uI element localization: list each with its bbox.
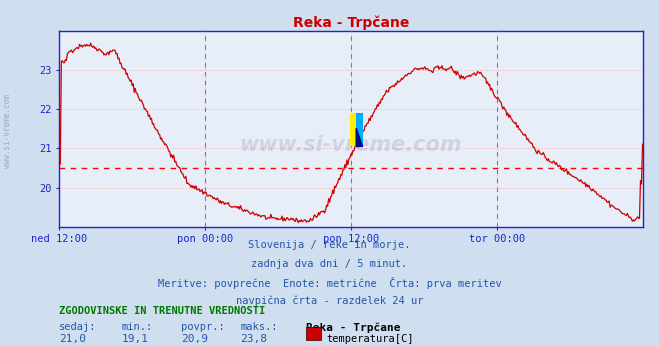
Text: min.:: min.:	[122, 322, 153, 333]
Text: 19,1: 19,1	[122, 334, 149, 344]
Bar	[350, 113, 356, 146]
Polygon shape	[356, 128, 362, 146]
Text: zadnja dva dni / 5 minut.: zadnja dva dni / 5 minut.	[251, 259, 408, 269]
Text: www.si-vreme.com: www.si-vreme.com	[3, 94, 13, 169]
Text: maks.:: maks.:	[241, 322, 278, 333]
Text: Slovenija / reke in morje.: Slovenija / reke in morje.	[248, 240, 411, 251]
Text: Reka - Trpčane: Reka - Trpčane	[306, 322, 401, 333]
Text: www.si-vreme.com: www.si-vreme.com	[240, 135, 462, 155]
Text: sedaj:: sedaj:	[59, 322, 97, 333]
Text: Meritve: povprečne  Enote: metrične  Črta: prva meritev: Meritve: povprečne Enote: metrične Črta:…	[158, 277, 501, 289]
Title: Reka - Trpčane: Reka - Trpčane	[293, 16, 409, 30]
Text: temperatura[C]: temperatura[C]	[326, 334, 414, 344]
Bar	[356, 113, 362, 146]
Text: navpična črta - razdelek 24 ur: navpična črta - razdelek 24 ur	[236, 295, 423, 306]
Text: povpr.:: povpr.:	[181, 322, 225, 333]
Text: 23,8: 23,8	[241, 334, 268, 344]
Text: ZGODOVINSKE IN TRENUTNE VREDNOSTI: ZGODOVINSKE IN TRENUTNE VREDNOSTI	[59, 306, 266, 316]
Text: 21,0: 21,0	[59, 334, 86, 344]
Text: 20,9: 20,9	[181, 334, 208, 344]
